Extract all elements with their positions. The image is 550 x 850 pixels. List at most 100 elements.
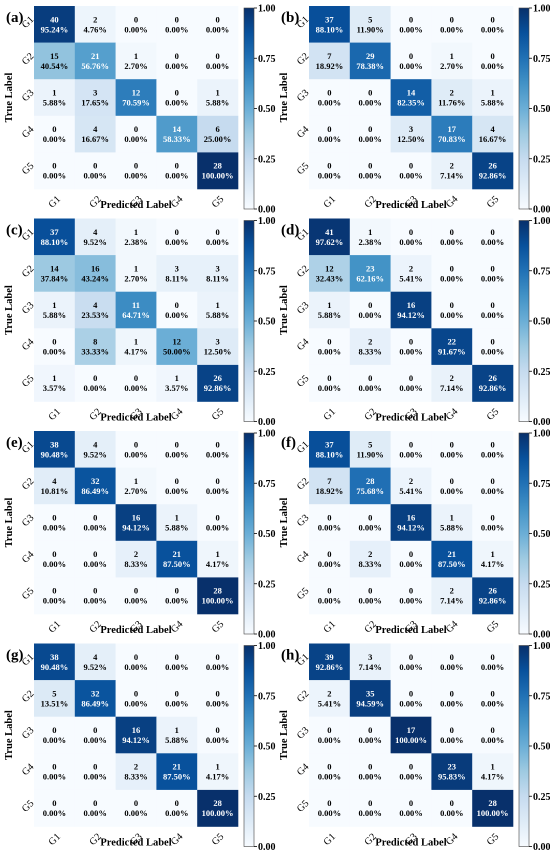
heatmap-cell — [390, 42, 432, 80]
cell-count: 0 — [215, 725, 219, 735]
cell-percentage: 94.12% — [122, 735, 150, 745]
cell-count: 2 — [450, 88, 454, 98]
cell-count: 1 — [450, 51, 454, 61]
heatmap-cell — [472, 115, 514, 153]
cell-percentage: 0.00% — [359, 98, 382, 108]
cell-percentage: 16.67% — [81, 134, 109, 144]
cell-count: 38 — [50, 439, 59, 449]
cell-percentage: 0.00% — [359, 772, 382, 782]
x-axis-label: Predicted Label — [100, 200, 171, 211]
heatmap-cell — [349, 643, 391, 681]
heatmap-cell — [197, 218, 239, 256]
y-tick-label: G5 — [20, 373, 36, 389]
y-tick-label: G3 — [20, 300, 36, 316]
heatmap-cell — [74, 504, 116, 542]
cell-count: 26 — [488, 373, 497, 383]
colorbar-tick-label: 0.50 — [258, 317, 276, 328]
heatmap-cell — [390, 6, 432, 43]
cell-count: 40 — [50, 14, 59, 24]
heatmap-cell — [34, 643, 76, 681]
heatmap-cell — [156, 364, 198, 402]
cell-percentage: 0.00% — [165, 237, 188, 247]
heatmap-cell — [431, 6, 473, 43]
heatmap-cell — [431, 577, 473, 615]
cell-percentage: 0.00% — [318, 808, 341, 818]
colorbar-tick-label: 0.75 — [533, 691, 550, 702]
cell-count: 16 — [132, 513, 141, 523]
cell-count: 0 — [409, 762, 413, 772]
heatmap-cell — [34, 467, 76, 505]
cell-percentage: 0.00% — [84, 808, 107, 818]
cell-count: 0 — [134, 586, 138, 596]
cell-percentage: 95.24% — [41, 24, 69, 34]
x-tick-label: G1 — [322, 831, 338, 847]
cell-percentage: 0.00% — [440, 808, 463, 818]
cell-percentage: 5.88% — [43, 310, 66, 320]
heatmap-cell — [115, 328, 157, 366]
panel-d: (d) 4197.62%12.38%00.00%00.00%00.00%1232.… — [279, 216, 550, 428]
cell-percentage: 0.00% — [318, 171, 341, 181]
heatmap-cell — [309, 42, 351, 80]
cell-count: 0 — [368, 161, 372, 171]
heatmap-cell — [472, 716, 514, 754]
x-axis-label: Predicted Label — [100, 625, 171, 636]
cell-percentage: 0.00% — [318, 596, 341, 606]
cell-percentage: 0.00% — [481, 310, 504, 320]
cell-percentage: 18.92% — [316, 486, 344, 496]
cell-count: 15 — [50, 51, 59, 61]
cell-percentage: 87.50% — [438, 559, 466, 569]
heatmap-cell — [34, 716, 76, 754]
colorbar — [243, 220, 255, 422]
heatmap-cell — [472, 467, 514, 505]
panel-f: (f) 3788.10%511.90%00.00%00.00%00.00%718.… — [279, 429, 550, 641]
heatmap-cell — [115, 753, 157, 791]
cell-percentage: 0.00% — [165, 596, 188, 606]
cell-count: 32 — [91, 476, 100, 486]
cell-percentage: 5.88% — [165, 523, 188, 533]
cell-percentage: 0.00% — [318, 98, 341, 108]
y-axis-label: True Label — [4, 73, 15, 123]
cell-count: 0 — [175, 161, 179, 171]
colorbar — [518, 645, 530, 847]
colorbar-tick-label: 0.00 — [533, 205, 550, 216]
y-tick-label: G2 — [20, 51, 36, 67]
x-axis-label: Predicted Label — [375, 200, 446, 211]
heatmap-cell — [349, 467, 391, 505]
heatmap-cell — [349, 79, 391, 117]
cell-count: 0 — [368, 586, 372, 596]
heatmap-cell — [34, 789, 76, 827]
heatmap-cell — [74, 291, 116, 329]
heatmap-cell — [115, 115, 157, 153]
cell-percentage: 0.00% — [124, 808, 147, 818]
heatmap-cell — [309, 291, 351, 329]
cell-count: 0 — [490, 263, 494, 273]
heatmap-cell — [472, 643, 514, 681]
cell-percentage: 56.76% — [81, 61, 109, 71]
heatmap-cell — [390, 540, 432, 578]
cell-percentage: 0.00% — [206, 61, 229, 71]
heatmap-cell — [349, 152, 391, 190]
cell-count: 1 — [490, 549, 494, 559]
cell-count: 37 — [50, 227, 59, 237]
cell-count: 0 — [409, 337, 413, 347]
y-tick-label: G5 — [295, 161, 311, 177]
heatmap-cell — [309, 577, 351, 615]
cell-percentage: 0.00% — [399, 383, 422, 393]
cell-percentage: 25.00% — [204, 134, 232, 144]
cell-percentage: 5.41% — [399, 486, 422, 496]
heatmap-cell — [309, 540, 351, 578]
cell-percentage: 0.00% — [359, 171, 382, 181]
panel-b: (b) 3788.10%511.90%00.00%00.00%00.00%718.… — [279, 4, 550, 216]
cell-percentage: 0.00% — [206, 449, 229, 459]
heatmap-cell — [34, 255, 76, 292]
colorbar-tick-label: 1.00 — [533, 216, 550, 227]
y-tick-label: G3 — [295, 513, 311, 529]
cell-count: 0 — [93, 586, 97, 596]
cell-count: 4 — [93, 300, 98, 310]
heatmap-cell — [309, 789, 351, 827]
x-tick-label: G5 — [210, 406, 226, 422]
panel-label: (b) — [281, 10, 299, 26]
cell-count: 12 — [173, 337, 182, 347]
heatmap-cell — [309, 255, 351, 292]
cell-count: 0 — [134, 124, 138, 134]
